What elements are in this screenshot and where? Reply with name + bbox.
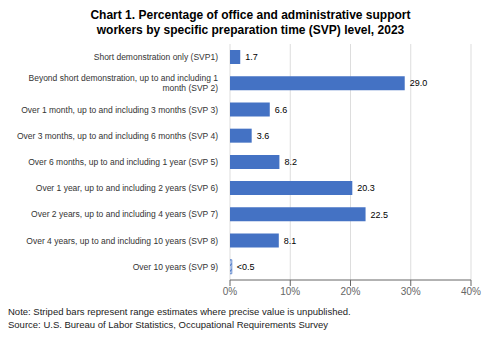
html-text:Note: Striped bars represent r: Note: Striped bars represent range estim…: [8, 306, 351, 317]
svg-text:29.0: 29.0: [410, 78, 428, 88]
svg-text:30%: 30%: [401, 286, 421, 297]
svg-text:8.2: 8.2: [284, 157, 297, 167]
svg-text:Over 3 months, up to and inclu: Over 3 months, up to and including 6 mon…: [17, 131, 218, 141]
svg-text:20.3: 20.3: [357, 183, 375, 193]
svg-text:40%: 40%: [461, 286, 481, 297]
svg-text:1.7: 1.7: [245, 52, 258, 62]
svg-text:10%: 10%: [280, 286, 300, 297]
svg-text:8.1: 8.1: [284, 236, 297, 246]
svg-text:3.6: 3.6: [257, 131, 270, 141]
html-text:workers by specific preparatio: workers by specific preparation time (SV…: [96, 23, 405, 37]
svg-text:Short demonstration only (SVP1: Short demonstration only (SVP1): [94, 52, 218, 62]
svg-text:Over 10 years (SVP 9): Over 10 years (SVP 9): [133, 262, 219, 272]
html-text:Chart 1. Percentage of office: Chart 1. Percentage of office and admini…: [90, 8, 411, 22]
svg-text:Over 1 year, up to and includi: Over 1 year, up to and including 2 years…: [36, 183, 218, 193]
svg-text:0%: 0%: [223, 286, 238, 297]
svg-text:20%: 20%: [340, 286, 360, 297]
svg-text:6.6: 6.6: [275, 105, 288, 115]
svg-text:Over 4 years, up to and includ: Over 4 years, up to and including 10 yea…: [26, 236, 218, 246]
html-text:Source: U.S. Bureau of Labor S: Source: U.S. Bureau of Labor Statistics,…: [8, 319, 328, 330]
svg-text:Beyond short demonstration, up: Beyond short demonstration, up to and in…: [29, 73, 219, 93]
svg-text:Over 6 months, up to and inclu: Over 6 months, up to and including 1 yea…: [28, 157, 218, 167]
svg-text:Over 2 years, up to and includ: Over 2 years, up to and including 4 year…: [31, 209, 218, 219]
svg-text:22.5: 22.5: [371, 210, 389, 220]
svg-text:Over 1 month, up to and includ: Over 1 month, up to and including 3 mont…: [21, 105, 218, 115]
svg-text:<0.5: <0.5: [237, 262, 255, 272]
